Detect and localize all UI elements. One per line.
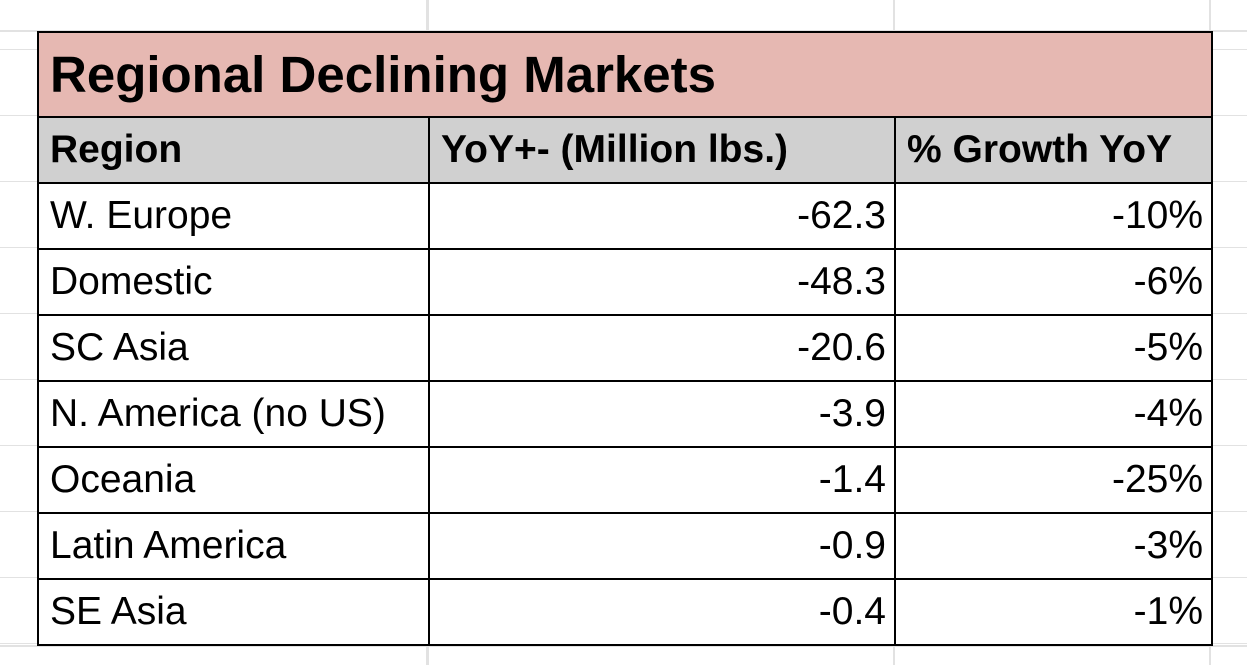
cell-growth-value[interactable]: -6%: [894, 248, 1213, 316]
cell-growth-value[interactable]: -1%: [894, 578, 1213, 646]
cell-yoy-value[interactable]: -48.3: [428, 248, 896, 316]
cell-growth-value[interactable]: -25%: [894, 446, 1213, 514]
declining-markets-table: Regional Declining Markets Region YoY+- …: [37, 31, 1213, 646]
cell-region[interactable]: Latin America: [37, 512, 430, 580]
cell-yoy-value[interactable]: -0.4: [428, 578, 896, 646]
cell-growth-value[interactable]: -10%: [894, 182, 1213, 250]
table-row: SE Asia -0.4 -1%: [37, 578, 1213, 646]
gridline-horizontal: [0, 30, 1247, 32]
cell-growth-value[interactable]: -4%: [894, 380, 1213, 448]
cell-yoy-value[interactable]: -20.6: [428, 314, 896, 382]
column-header-growth[interactable]: % Growth YoY: [894, 116, 1213, 184]
table-row: Oceania -1.4 -25%: [37, 446, 1213, 514]
table-row: SC Asia -20.6 -5%: [37, 314, 1213, 382]
table-row: W. Europe -62.3 -10%: [37, 182, 1213, 250]
header-row: Region YoY+- (Million lbs.) % Growth YoY: [37, 116, 1213, 184]
cell-region[interactable]: N. America (no US): [37, 380, 430, 448]
column-header-region[interactable]: Region: [37, 116, 430, 184]
cell-yoy-value[interactable]: -0.9: [428, 512, 896, 580]
cell-region[interactable]: SC Asia: [37, 314, 430, 382]
column-header-yoy[interactable]: YoY+- (Million lbs.): [428, 116, 896, 184]
table-title[interactable]: Regional Declining Markets: [37, 31, 1213, 118]
gridline-horizontal: [0, 645, 1247, 647]
cell-yoy-value[interactable]: -62.3: [428, 182, 896, 250]
cell-growth-value[interactable]: -5%: [894, 314, 1213, 382]
table-row: N. America (no US) -3.9 -4%: [37, 380, 1213, 448]
cell-growth-value[interactable]: -3%: [894, 512, 1213, 580]
title-row: Regional Declining Markets: [37, 31, 1213, 118]
cell-yoy-value[interactable]: -3.9: [428, 380, 896, 448]
cell-yoy-value[interactable]: -1.4: [428, 446, 896, 514]
cell-region[interactable]: SE Asia: [37, 578, 430, 646]
table-row: Domestic -48.3 -6%: [37, 248, 1213, 316]
cell-region[interactable]: Oceania: [37, 446, 430, 514]
cell-region[interactable]: W. Europe: [37, 182, 430, 250]
cell-region[interactable]: Domestic: [37, 248, 430, 316]
table-row: Latin America -0.9 -3%: [37, 512, 1213, 580]
